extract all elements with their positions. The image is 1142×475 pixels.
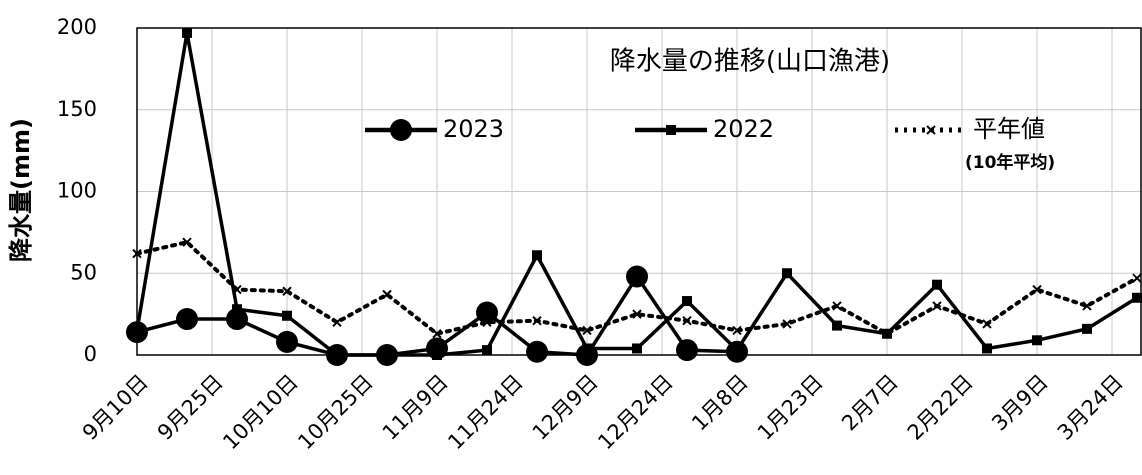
- y-tick-label: 100: [57, 179, 97, 203]
- y-tick-label: 0: [84, 342, 97, 366]
- point: [282, 286, 292, 296]
- point: [382, 289, 392, 300]
- point: [932, 279, 942, 290]
- point: [676, 339, 698, 362]
- point: [682, 296, 692, 307]
- point: [832, 301, 842, 311]
- x-tick-label: 10月25日: [293, 370, 377, 454]
- point: [782, 319, 792, 329]
- y-tick-label: 150: [57, 97, 97, 121]
- point: [682, 315, 692, 326]
- point: [332, 317, 342, 328]
- point: [132, 325, 142, 336]
- point: [582, 343, 592, 354]
- point: [832, 320, 842, 331]
- point: [532, 315, 542, 326]
- point: [232, 304, 242, 315]
- x-tick-label: 1月23日: [753, 370, 828, 445]
- point: [482, 345, 492, 356]
- series-line: [135, 239, 1139, 337]
- point: [1082, 301, 1092, 311]
- point: [532, 250, 542, 261]
- chart-title: 降水量の推移(山口漁港): [610, 47, 890, 77]
- point: [132, 248, 142, 259]
- legend-item: 平年値: [895, 115, 1045, 143]
- point: [932, 301, 942, 311]
- point: [982, 343, 992, 354]
- y-tick-label: 50: [70, 260, 97, 284]
- y-tick-label: 200: [57, 15, 97, 39]
- point: [276, 330, 298, 353]
- point: [1132, 273, 1142, 283]
- legend-marker: [666, 125, 676, 135]
- plot-frame: [136, 27, 1142, 356]
- x-tick-label: 11月9日: [378, 370, 453, 445]
- point: [476, 301, 498, 324]
- point: [232, 284, 242, 295]
- point: [432, 350, 442, 360]
- x-tick-label: 9月10日: [78, 370, 153, 445]
- point: [732, 325, 742, 336]
- legend-label: 2023: [443, 115, 504, 143]
- legend-label: 平年値: [973, 115, 1045, 143]
- point: [382, 350, 392, 360]
- point: [1132, 292, 1142, 303]
- point: [982, 319, 992, 329]
- point: [526, 340, 548, 363]
- point: [626, 265, 648, 288]
- point: [632, 343, 642, 354]
- legend-marker: [390, 119, 412, 141]
- x-tick-label: 12月9日: [528, 370, 603, 445]
- point: [1032, 284, 1042, 295]
- point: [782, 268, 792, 279]
- legend-label: 2022: [713, 115, 774, 143]
- x-tick-label: 3月24日: [1053, 370, 1128, 445]
- x-tick-label: 11月24日: [443, 370, 527, 454]
- point: [732, 345, 742, 356]
- point: [1032, 335, 1042, 346]
- point: [182, 27, 192, 38]
- legend-item: 2022: [635, 115, 774, 143]
- point: [632, 309, 642, 319]
- legend-marker: [926, 125, 936, 135]
- x-tick-label: 1月8日: [687, 370, 753, 436]
- point: [176, 308, 198, 331]
- point: [582, 325, 592, 336]
- point: [432, 329, 442, 339]
- x-tick-label: 10月10日: [218, 370, 302, 454]
- point: [282, 310, 292, 321]
- point: [482, 317, 492, 328]
- point: [332, 350, 342, 360]
- point: [1082, 323, 1092, 334]
- x-tick-label: 2月7日: [837, 370, 903, 436]
- legend-item: 2023: [365, 115, 504, 143]
- x-tick-label: 12月24日: [593, 370, 677, 454]
- point: [882, 329, 892, 339]
- y-axis-label: 降水量(mm): [7, 118, 35, 262]
- point: [226, 308, 248, 331]
- point: [182, 237, 192, 247]
- x-tick-label: 3月9日: [987, 370, 1053, 436]
- x-tick-label: 2月22日: [903, 370, 978, 445]
- legend-note: (10年平均): [965, 152, 1055, 173]
- x-tick-label: 9月25日: [153, 370, 228, 445]
